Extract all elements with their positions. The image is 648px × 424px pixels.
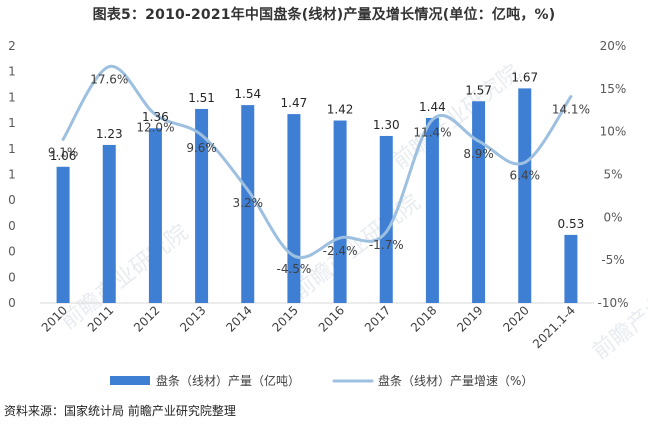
- right-axis-tick-label: 10%: [600, 125, 627, 139]
- bar-2017: [379, 135, 393, 303]
- right-axis-tick-label: -5%: [601, 253, 624, 267]
- bar-value-label: 1.06: [50, 149, 77, 163]
- x-axis-label: 2018: [408, 303, 439, 334]
- bar-2014: [241, 105, 255, 303]
- right-axis-tick-label: 5%: [603, 168, 622, 182]
- left-axis-tick-label: 0: [8, 193, 16, 207]
- growth-value-label: -4.5%: [277, 262, 312, 276]
- growth-value-label: -2.4%: [323, 244, 358, 258]
- x-axis-label: 2013: [177, 303, 208, 334]
- x-axis-label: 2020: [500, 303, 531, 334]
- bar-value-label: 1.42: [327, 103, 354, 117]
- growth-value-label: 8.9%: [463, 147, 494, 161]
- bar-value-label: 1.23: [96, 127, 123, 141]
- bar-value-label: 1.30: [373, 118, 400, 132]
- bar-2020: [518, 88, 532, 303]
- right-axis-tick-label: -10%: [597, 296, 628, 310]
- right-axis-tick-label: 20%: [600, 39, 627, 53]
- bar-value-label: 1.57: [465, 83, 492, 97]
- bar-2016: [333, 120, 347, 303]
- left-axis-tick-label: 0: [8, 219, 16, 233]
- left-axis-tick-label: 1: [8, 116, 16, 130]
- left-axis-tick-label: 0: [8, 296, 16, 310]
- growth-value-label: 17.6%: [90, 73, 128, 87]
- left-axis-tick-label: 1: [8, 142, 16, 156]
- left-axis-tick-label: 2: [8, 0, 16, 3]
- left-axis-tick-label: 0: [8, 270, 16, 284]
- growth-value-label: 9.6%: [186, 141, 217, 155]
- left-axis-tick-label: 2: [8, 39, 16, 53]
- bar-value-label: 1.67: [511, 70, 538, 84]
- growth-line: [61, 65, 573, 260]
- chart-title: 图表5：2010-2021年中国盘条(线材)产量及增长情况(单位：亿吨，%): [92, 7, 556, 23]
- left-axis-tick-label: 1: [8, 65, 16, 79]
- bar-value-label: 1.51: [188, 91, 215, 105]
- right-axis-tick-label: 15%: [600, 82, 627, 96]
- x-axis-label: 2019: [454, 303, 485, 334]
- growth-value-label: 9.1%: [48, 145, 79, 159]
- growth-value-label: 12.0%: [136, 121, 174, 135]
- bar-value-label: 1.36: [142, 110, 169, 124]
- bar-value-label: 0.53: [558, 217, 585, 231]
- x-axis-label: 2014: [223, 303, 254, 334]
- source-note: 资料来源：国家统计局 前瞻产业研究院整理: [4, 404, 236, 418]
- x-axis-label: 2016: [316, 303, 347, 334]
- legend-line-label: 盘条（线材）产量增速（%）: [378, 373, 533, 388]
- bar-value-label: 1.47: [281, 96, 308, 110]
- legend-bar-swatch: [110, 376, 150, 385]
- x-axis-label: 2021.1-4: [530, 303, 578, 351]
- growth-value-label: 6.4%: [510, 169, 541, 183]
- bar-2012: [148, 128, 162, 303]
- bar-2011: [102, 144, 116, 303]
- bar-2019: [472, 101, 486, 303]
- bar-value-label: 1.44: [419, 100, 446, 114]
- watermark-0: 前瞻产业研究院: [56, 220, 193, 335]
- x-axis-label: 2017: [362, 303, 393, 334]
- bar-2010: [56, 166, 70, 303]
- bar-2018: [425, 117, 439, 304]
- growth-value-label: 14.1%: [552, 103, 590, 117]
- growth-value-label: 3.2%: [233, 196, 264, 210]
- bar-value-label: 1.54: [234, 87, 261, 101]
- growth-value-label: 11.4%: [413, 126, 451, 140]
- x-axis-label: 2012: [131, 303, 162, 334]
- left-axis-tick-label: 1: [8, 90, 16, 104]
- bar-2013: [195, 108, 209, 303]
- growth-value-label: -1.7%: [369, 238, 404, 252]
- left-axis-tick-label: 0: [8, 245, 16, 259]
- legend-bar-label: 盘条（线材）产量（亿吨）: [156, 373, 300, 388]
- left-axis-tick-label: 1: [8, 168, 16, 182]
- right-axis-tick-label: 0%: [603, 210, 622, 224]
- x-axis-label: 2015: [270, 303, 301, 334]
- bar-2021.1-4: [564, 234, 578, 303]
